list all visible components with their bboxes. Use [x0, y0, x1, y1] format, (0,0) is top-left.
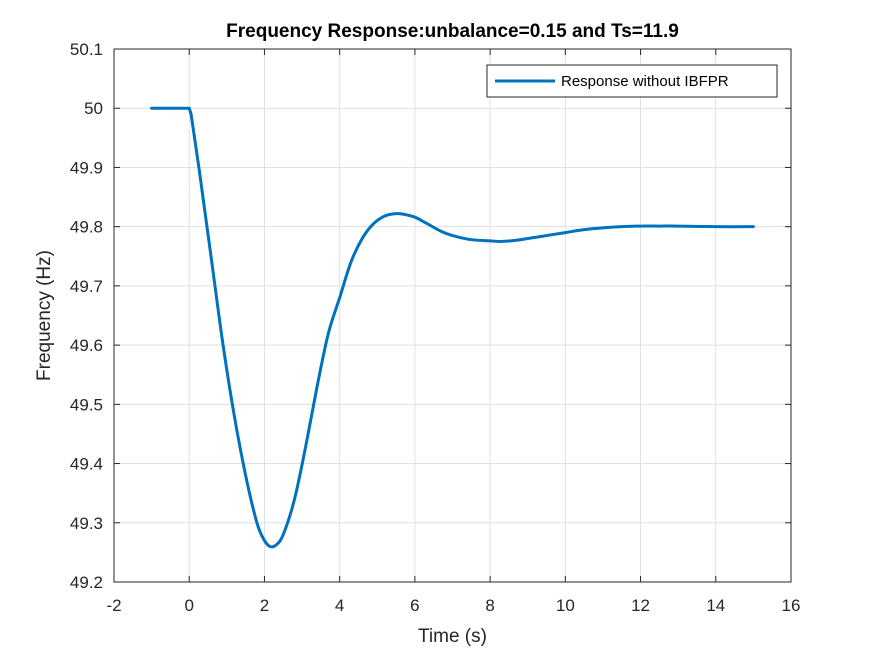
legend-label: Response without IBFPR: [561, 73, 729, 90]
x-tick-label: 6: [410, 596, 419, 615]
y-tick-label: 49.6: [70, 336, 103, 355]
ticks: [113, 48, 792, 583]
y-axis-label: Frequency (Hz): [34, 250, 55, 381]
y-tick-label: 49.8: [70, 218, 103, 237]
x-tick-label: 4: [335, 596, 344, 615]
axes-box: [113, 48, 792, 583]
axes-background: [114, 49, 791, 582]
legend[interactable]: Response without IBFPR: [486, 64, 778, 98]
legend-box: [486, 64, 778, 98]
series-layer: [150, 106, 755, 549]
y-tick-label: 49.7: [70, 277, 103, 296]
x-tick-label: 16: [782, 596, 801, 615]
y-tick-label: 50.1: [70, 40, 103, 59]
x-tick-label: 0: [184, 596, 193, 615]
x-tick-label: -2: [106, 596, 121, 615]
y-tick-label: 49.3: [70, 514, 103, 533]
y-tick-label: 49.5: [70, 395, 103, 414]
chart-title: Frequency Response:unbalance=0.15 and Ts…: [226, 21, 679, 42]
series-line-response: [150, 106, 755, 549]
x-tick-label: 10: [556, 596, 575, 615]
y-tick-label: 49.9: [70, 158, 103, 177]
x-tick-label: 8: [485, 596, 494, 615]
y-tick-labels: 49.2 49.3 49.4 49.5 49.6 49.7 49.8 49.9 50 50.1: [70, 40, 103, 592]
y-tick-label: 49.4: [70, 455, 103, 474]
x-axis-label: Time (s): [418, 626, 487, 647]
x-tick-label: 2: [260, 596, 269, 615]
x-tick-label: 12: [631, 596, 650, 615]
x-tick-label: 14: [706, 596, 725, 615]
y-tick-label: 49.2: [70, 573, 103, 592]
x-tick-labels: -2 0 2 4 6 8 10 12 14 16: [106, 596, 800, 615]
y-tick-label: 50: [84, 99, 103, 118]
